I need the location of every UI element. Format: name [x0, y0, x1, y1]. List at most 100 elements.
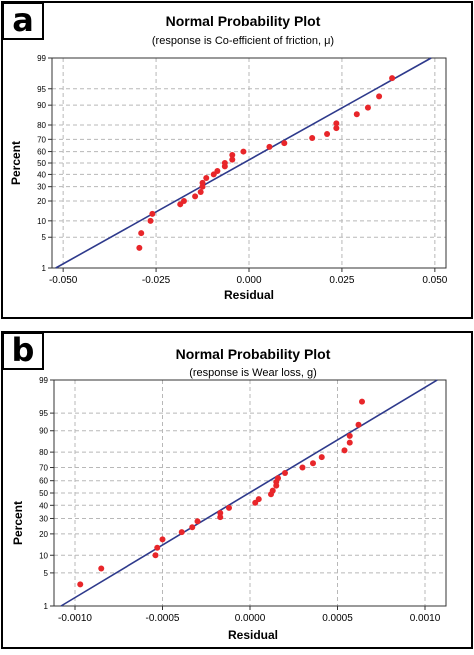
data-point: [333, 120, 340, 127]
data-point: [199, 179, 206, 186]
data-point: [203, 174, 210, 181]
y-tick-label: 70: [39, 464, 48, 473]
data-point: [147, 217, 154, 224]
data-point: [309, 135, 316, 142]
data-point: [275, 475, 281, 482]
data-point: [192, 193, 199, 200]
data-point: [180, 197, 187, 204]
data-point: [255, 496, 262, 503]
y-tick-label: 5: [44, 569, 49, 578]
data-point: [194, 518, 201, 525]
data-point: [376, 93, 383, 100]
y-tick-label: 60: [39, 477, 48, 486]
x-tick-label: -0.0005: [146, 613, 180, 624]
data-point: [138, 230, 145, 237]
data-point: [389, 75, 396, 82]
data-point: [346, 439, 353, 446]
y-tick-label: 70: [37, 135, 46, 144]
data-point: [310, 460, 316, 467]
fit-line: [55, 57, 432, 269]
x-tick-label: 0.000: [236, 275, 261, 286]
y-tick-label: 30: [37, 183, 46, 192]
data-point: [159, 536, 166, 543]
data-point: [355, 421, 362, 428]
data-point: [189, 524, 196, 531]
data-point: [318, 454, 325, 461]
y-tick-label: 90: [37, 101, 46, 110]
y-tick-label: 95: [37, 85, 46, 94]
chart-a: Normal Probability Plot (response is Co-…: [1, 1, 473, 319]
data-point: [240, 148, 247, 155]
panel-frame: [1, 1, 473, 319]
x-tick-label: -0.050: [49, 275, 78, 286]
data-point: [229, 152, 236, 159]
data-point: [282, 469, 288, 476]
y-tick-label: 1: [42, 264, 47, 273]
x-tick-label: 0.0010: [410, 613, 441, 624]
chart-b: Normal Probability Plot (response is Wea…: [1, 331, 473, 649]
y-axis-label: Percent: [9, 141, 23, 185]
y-tick-label: 60: [37, 148, 46, 157]
data-point: [217, 510, 224, 517]
data-point: [299, 464, 306, 471]
x-tick-label: -0.0010: [58, 613, 92, 624]
data-point: [98, 565, 105, 572]
chart-title: Normal Probability Plot: [176, 346, 331, 362]
panel-a: a Normal Probability Plot (response is C…: [0, 0, 474, 320]
panel-frame: [1, 331, 473, 649]
y-tick-label: 50: [37, 159, 46, 168]
y-tick-label: 5: [42, 233, 47, 242]
x-tick-label: 0.050: [422, 275, 447, 286]
y-tick-label: 20: [39, 530, 48, 539]
data-point: [266, 143, 273, 150]
data-point: [333, 125, 340, 132]
y-tick-label: 40: [37, 170, 46, 179]
x-tick-label: -0.025: [142, 275, 171, 286]
x-axis-label: Residual: [224, 288, 274, 302]
chart-subtitle: (response is Wear loss, g): [189, 367, 317, 379]
y-tick-label: 80: [37, 121, 46, 130]
panel-letter-b: b: [2, 332, 44, 370]
y-tick-label: 20: [37, 197, 46, 206]
y-tick-label: 99: [39, 376, 48, 385]
data-point: [226, 504, 232, 511]
x-tick-label: 0.0000: [235, 613, 266, 624]
y-tick-label: 1: [44, 602, 49, 611]
y-tick-label: 30: [39, 514, 48, 523]
y-tick-label: 80: [39, 448, 48, 457]
y-tick-label: 90: [39, 427, 48, 436]
data-point: [341, 447, 348, 454]
y-tick-label: 10: [39, 551, 48, 560]
data-point: [178, 529, 185, 536]
fit-line: [60, 379, 438, 607]
y-tick-label: 40: [39, 501, 48, 510]
data-point: [229, 156, 236, 163]
data-point: [359, 398, 365, 405]
panel-letter-a: a: [2, 2, 44, 40]
data-point: [136, 244, 143, 251]
data-point: [281, 140, 288, 147]
y-tick-label: 95: [39, 409, 48, 418]
data-point: [197, 189, 204, 196]
y-axis-label: Percent: [11, 501, 25, 545]
data-point: [324, 130, 331, 137]
x-axis-label: Residual: [228, 628, 278, 642]
y-tick-label: 10: [37, 217, 46, 226]
x-tick-label: 0.025: [329, 275, 354, 286]
data-point: [353, 111, 360, 118]
data-point: [149, 210, 156, 217]
chart-subtitle: (response is Co-efficient of friction, μ…: [152, 35, 334, 47]
x-tick-label: 0.0005: [322, 613, 353, 624]
data-point: [214, 167, 221, 174]
chart-title: Normal Probability Plot: [166, 13, 321, 29]
data-point: [346, 432, 353, 439]
data-point: [364, 104, 371, 111]
y-tick-label: 99: [37, 54, 46, 63]
panel-b: b Normal Probability Plot (response is W…: [0, 330, 474, 650]
data-point: [77, 581, 84, 588]
data-point: [154, 544, 161, 551]
data-point: [221, 160, 228, 166]
y-tick-label: 50: [39, 489, 48, 498]
data-point: [269, 487, 276, 494]
data-point: [152, 552, 159, 559]
